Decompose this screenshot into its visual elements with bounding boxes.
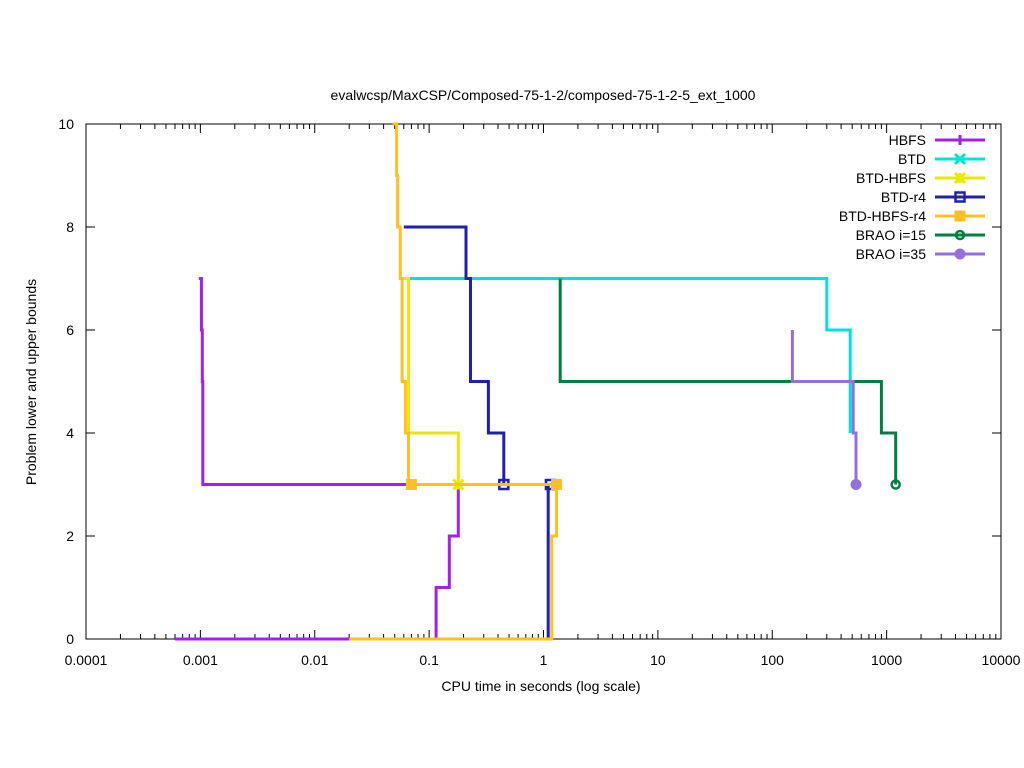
legend-marker [954,229,966,241]
series-line [403,277,852,433]
y-tick-label: 0 [66,631,74,647]
x-tick-label: 0.001 [183,652,218,668]
legend-marker [954,210,966,222]
legend-label: BTD-HBFS [856,170,926,186]
x-tick-label: 10000 [982,652,1021,668]
series-btd-hbfs [403,277,465,491]
series-line [198,277,459,486]
legend-item: BRAO i=35 [856,246,985,262]
legend-label: BRAO i=35 [856,246,927,262]
series-hbfs [175,277,460,641]
legend-marker [954,191,966,203]
legend-label: BTD-HBFS-r4 [839,208,926,224]
legend-marker [953,171,967,185]
y-tick-label: 8 [66,219,74,235]
series-line [790,330,858,485]
x-tick-label: 0.01 [301,652,328,668]
data-point-marker [551,479,563,490]
legend-item: BTD-HBFS-r4 [839,208,985,224]
series-line [175,484,460,641]
x-tick-label: 0.1 [419,652,439,668]
series-btd [403,277,852,433]
y-tick-label: 10 [58,116,74,132]
x-tick-label: 10 [650,652,666,668]
y-tick-label: 4 [66,425,74,441]
y-axis-label: Problem lower and upper bounds [23,279,39,485]
legend-item: BTD [898,151,985,167]
legend-label: HBFS [889,132,926,148]
legend-item: BRAO i=15 [856,227,985,243]
data-point-marker [850,479,862,490]
legend-label: BRAO i=15 [856,227,927,243]
minor-ticks [119,124,997,639]
x-tick-label: 1 [540,652,548,668]
x-axis: 0.0001 0.001 0.01 0.1 1 10 100 1000 10000 [65,124,1021,668]
series-line [392,122,557,486]
legend-item: HBFS [889,132,985,148]
legend-item: BTD-r4 [881,189,985,205]
y-axis: 0 2 4 6 8 10 [58,116,1001,647]
series-line [349,484,558,641]
data-point-marker [890,479,901,490]
data-point-marker [405,479,417,490]
series-line [403,277,460,485]
x-axis-label: CPU time in seconds (log scale) [441,678,640,694]
legend-label: BTD [898,151,926,167]
x-tick-label: 0.0001 [65,652,108,668]
x-tick-label: 100 [761,652,785,668]
series-brao-i-15 [558,278,901,490]
series-btd-hbfs-r4 [349,122,563,641]
legend-marker [953,152,967,166]
y-tick-label: 2 [66,528,74,544]
legend-item: BTD-HBFS [856,170,985,186]
legend: HBFS BTD BTD-HBFS BTD-r4 BTD-HBFS-r4 BRAO i=1… [839,132,985,262]
series-line [558,278,898,485]
legend-marker [955,135,965,145]
legend-label: BTD-r4 [881,189,926,205]
legend-marker [954,248,966,260]
x-tick-label: 1000 [871,652,902,668]
series-line [403,225,551,486]
y-tick-label: 6 [66,322,74,338]
series-layer [175,122,901,641]
series-brao-i-35 [790,330,862,490]
chart-title: evalwcsp/MaxCSP/Composed-75-1-2/composed… [331,87,756,103]
